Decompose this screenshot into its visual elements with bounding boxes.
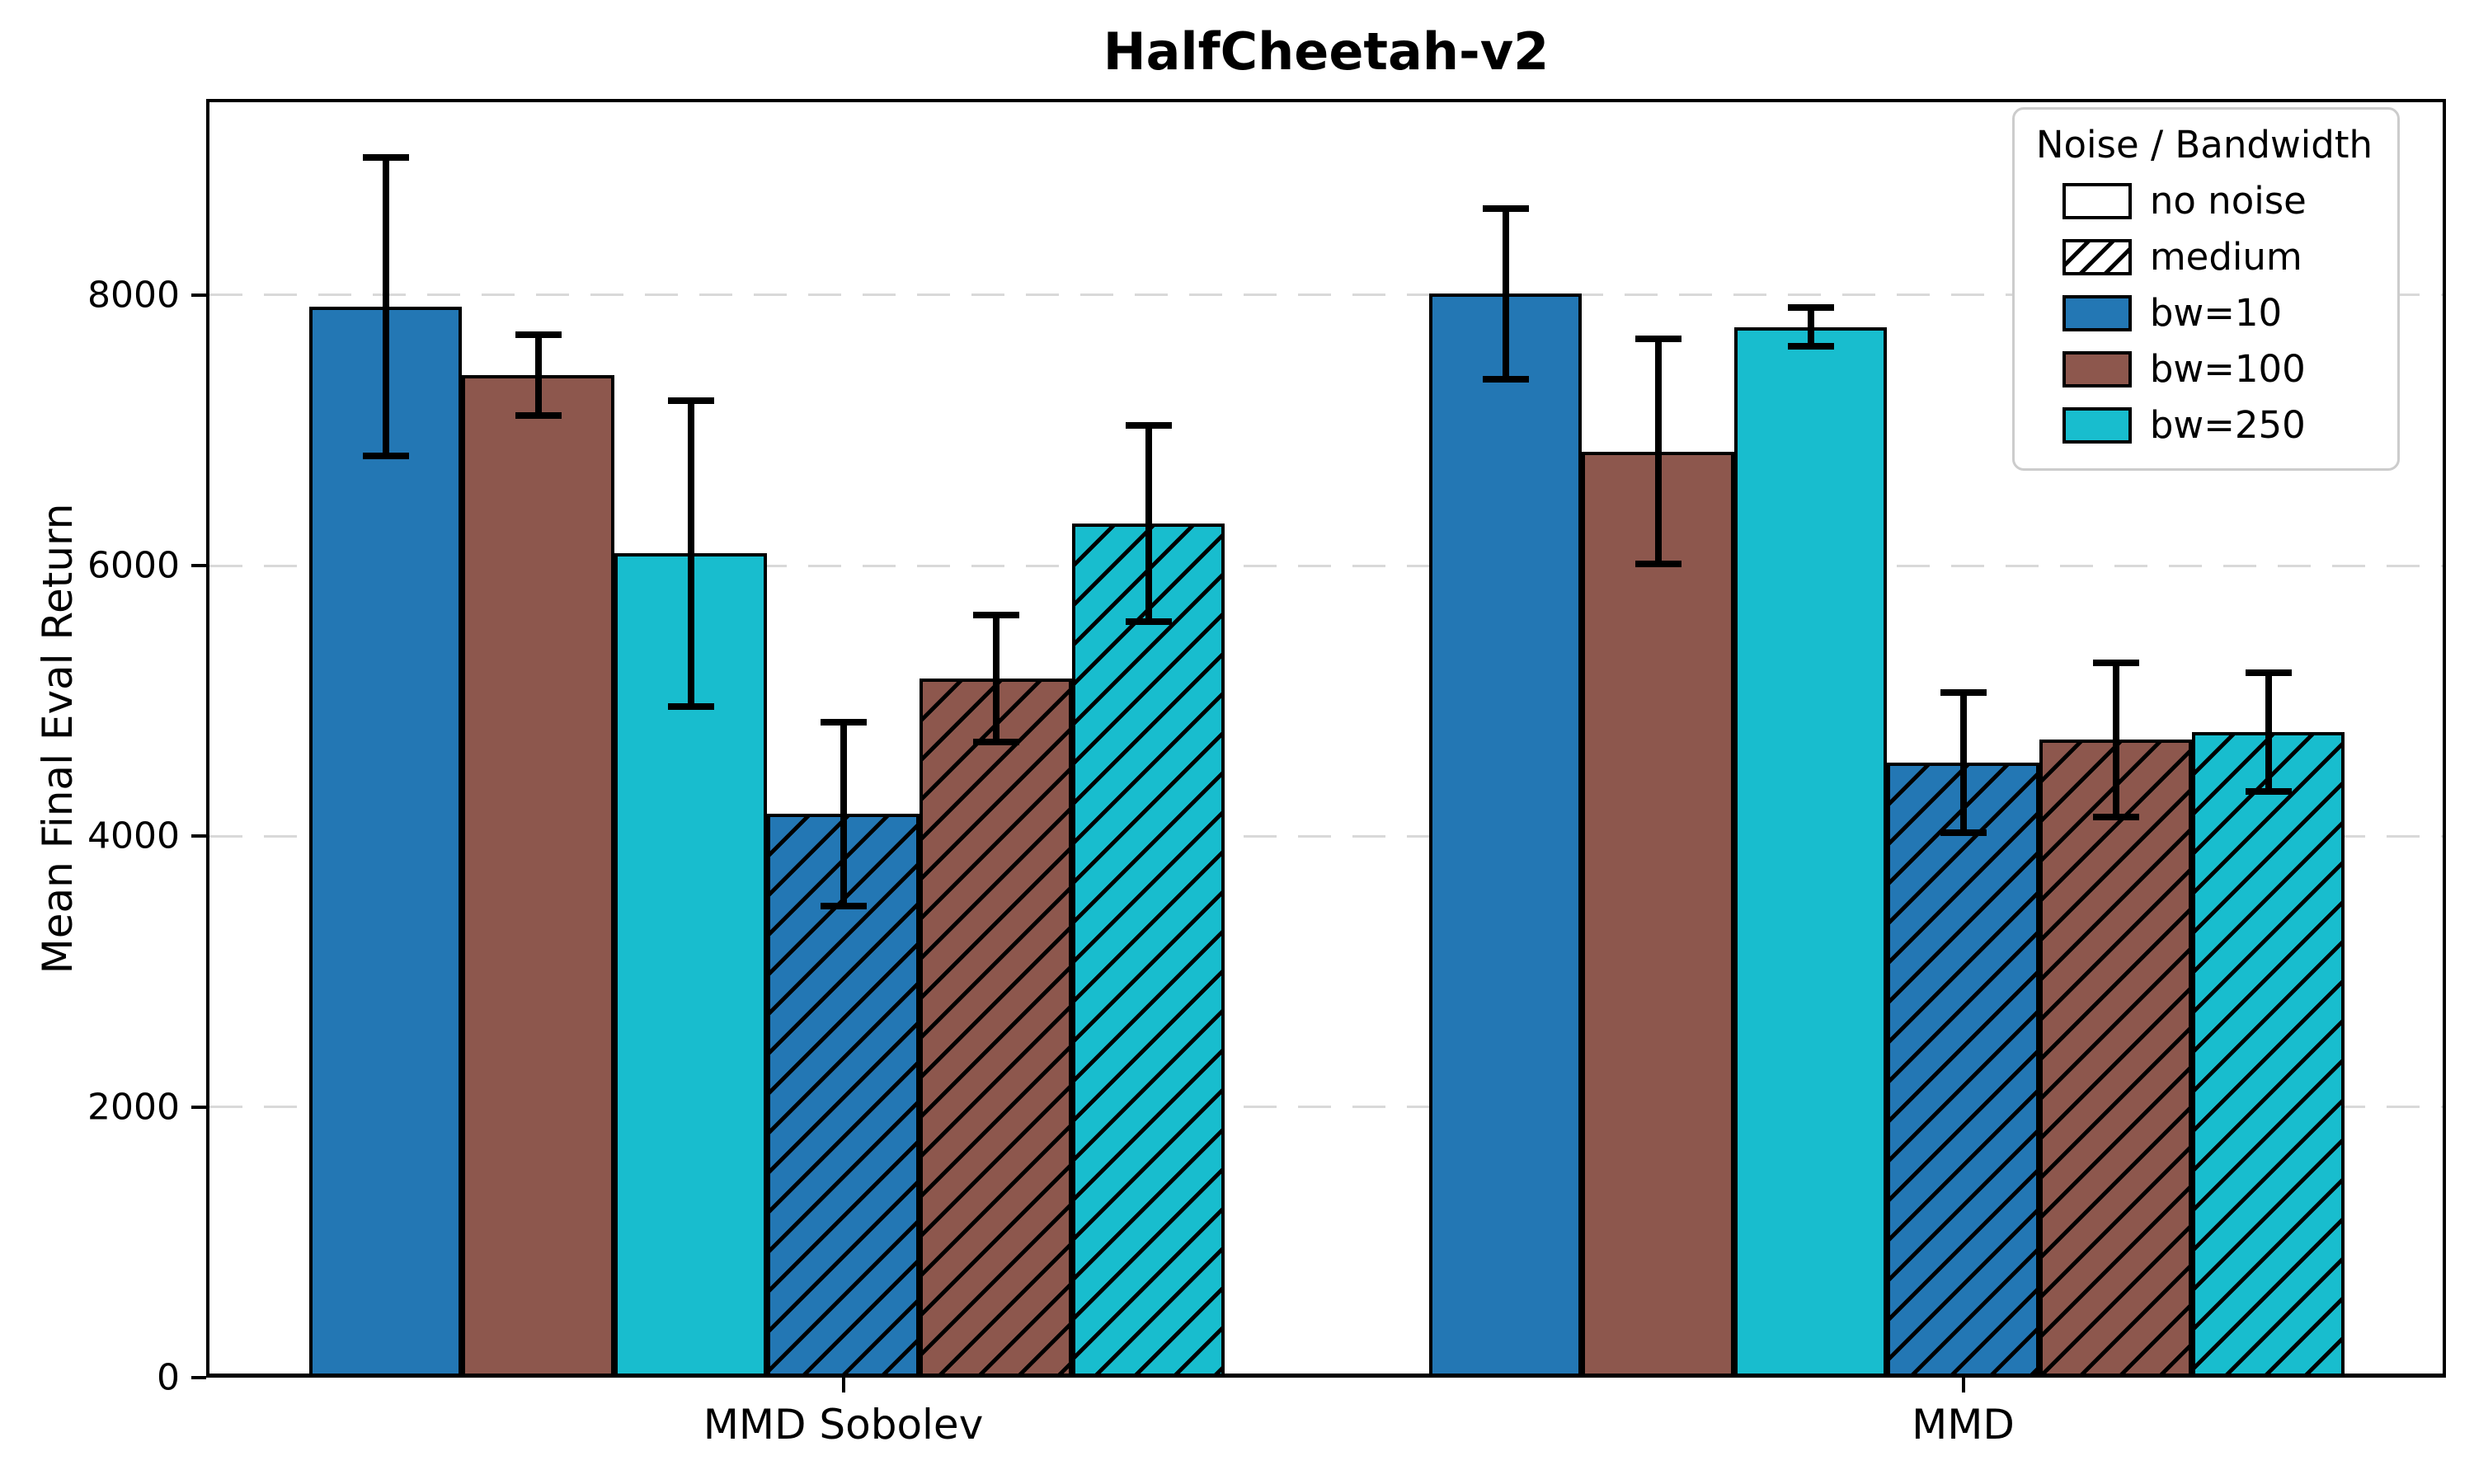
y-tick-label: 6000 <box>87 544 180 587</box>
error-bar <box>687 401 694 707</box>
error-bar-cap-top <box>820 718 867 726</box>
error-bar-cap-bottom <box>1634 560 1681 567</box>
error-bar-cap-bottom <box>667 702 714 710</box>
error-bar-cap-top <box>2245 669 2292 676</box>
bar <box>920 679 1072 1378</box>
error-bar <box>1807 307 1814 347</box>
x-tick-mark <box>841 1378 845 1392</box>
y-tick-label: 4000 <box>87 815 180 857</box>
error-bar <box>1654 339 1662 564</box>
error-bar-cap-top <box>362 153 409 161</box>
error-bar <box>534 334 542 416</box>
bar <box>309 306 462 1378</box>
error-bar-cap-bottom <box>1482 375 1529 383</box>
error-bar-cap-bottom <box>820 903 867 910</box>
x-tick-label: MMD Sobolev <box>703 1401 984 1449</box>
error-bar <box>382 157 389 457</box>
error-bar <box>2265 672 2272 792</box>
error-bar-cap-top <box>1482 204 1529 212</box>
error-bar-cap-bottom <box>1940 829 1987 837</box>
bar <box>462 374 614 1378</box>
grid-line <box>209 564 2443 567</box>
error-bar-cap-bottom <box>362 453 409 460</box>
y-tick-mark <box>191 834 206 838</box>
error-bar <box>1959 692 1967 834</box>
error-bar-cap-bottom <box>2092 813 2139 820</box>
error-bar-cap-top <box>1125 421 1172 429</box>
error-bar-cap-bottom <box>1787 343 1834 350</box>
x-tick-label: MMD <box>1912 1401 2015 1449</box>
error-bar-cap-top <box>667 397 714 404</box>
grid-line <box>209 294 2443 297</box>
y-axis-label: Mean Final Eval Return <box>34 503 82 974</box>
error-bar-cap-bottom <box>515 412 562 420</box>
y-tick-label: 0 <box>157 1356 180 1399</box>
error-bar-cap-bottom <box>2245 788 2292 796</box>
error-bar-cap-bottom <box>972 739 1019 746</box>
error-bar-cap-top <box>1634 336 1681 343</box>
bar <box>1429 294 1582 1378</box>
error-bar <box>992 615 999 743</box>
error-bar <box>2112 662 2119 817</box>
bar <box>2039 740 2192 1378</box>
y-tick-mark <box>191 1376 206 1379</box>
x-tick-mark <box>1961 1378 1965 1392</box>
grid-line <box>209 834 2443 838</box>
bar <box>1734 326 1887 1378</box>
error-bar-cap-bottom <box>1125 618 1172 625</box>
y-tick-mark <box>191 293 206 297</box>
y-tick-label: 2000 <box>87 1086 180 1129</box>
error-bar-cap-top <box>1787 303 1834 311</box>
error-bar <box>840 721 847 906</box>
error-bar <box>1145 425 1152 622</box>
bar <box>2192 732 2345 1378</box>
y-tick-label: 8000 <box>87 274 180 317</box>
chart-title: HalfCheetah-v2 <box>1103 21 1550 82</box>
error-bar-cap-top <box>2092 659 2139 666</box>
y-tick-mark <box>191 564 206 568</box>
error-bar-cap-top <box>972 612 1019 619</box>
error-bar-cap-top <box>515 331 562 338</box>
bar <box>1887 763 2039 1378</box>
plot-area: 0 2000 4000 6000 8000 MMD Sobolev MMD <box>87 99 2446 1449</box>
bar <box>1582 451 1734 1378</box>
bar <box>1072 523 1225 1378</box>
error-bar-cap-top <box>1940 688 1987 696</box>
y-tick-mark <box>191 1105 206 1109</box>
grid-line <box>209 1106 2443 1109</box>
error-bar <box>1502 208 1509 379</box>
